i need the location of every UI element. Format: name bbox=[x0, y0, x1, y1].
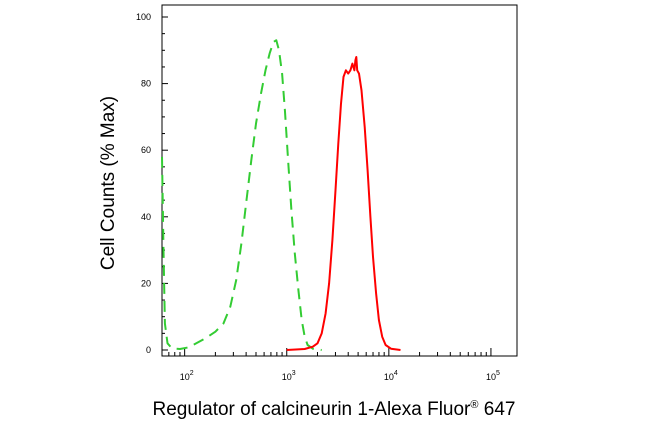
x-axis-title: Regulator of calcineurin 1-Alexa Fluor® … bbox=[153, 399, 516, 420]
x-tick-base: 10 bbox=[282, 372, 292, 382]
series-line-1 bbox=[161, 39, 322, 351]
series-line-2 bbox=[286, 56, 401, 351]
x-tick-label-1000: 103 bbox=[282, 370, 296, 382]
x-tick-label-10000: 104 bbox=[384, 370, 398, 382]
x-axis-title-registered-mark: ® bbox=[470, 399, 478, 411]
x-tick-exponent: 3 bbox=[292, 370, 296, 377]
x-axis-title-main: Regulator of calcineurin 1-Alexa Fluor bbox=[153, 399, 472, 420]
x-tick-exponent: 2 bbox=[190, 370, 194, 377]
y-tick-label-100: 100 bbox=[136, 12, 151, 22]
series-layer bbox=[161, 39, 401, 351]
y-axis-title: Cell Counts (% Max) bbox=[98, 96, 119, 270]
y-tick-label-80: 80 bbox=[141, 79, 151, 89]
x-tick-base: 10 bbox=[180, 372, 190, 382]
x-tick-label-100000: 105 bbox=[486, 370, 500, 382]
y-tick-label-60: 60 bbox=[141, 145, 151, 155]
y-tick-label-20: 20 bbox=[141, 278, 151, 288]
x-tick-base: 10 bbox=[384, 372, 394, 382]
x-tick-exponent: 4 bbox=[394, 370, 398, 377]
x-axis-title-suffix: 647 bbox=[479, 399, 516, 420]
x-tick-base: 10 bbox=[486, 372, 496, 382]
x-tick-label-100: 102 bbox=[180, 370, 194, 382]
x-axis: 102 103 104 105 bbox=[161, 348, 500, 382]
y-tick-label-0: 0 bbox=[146, 345, 151, 355]
plot-frame bbox=[161, 4, 518, 357]
y-tick-label-40: 40 bbox=[141, 212, 151, 222]
x-tick-exponent: 5 bbox=[496, 370, 500, 377]
